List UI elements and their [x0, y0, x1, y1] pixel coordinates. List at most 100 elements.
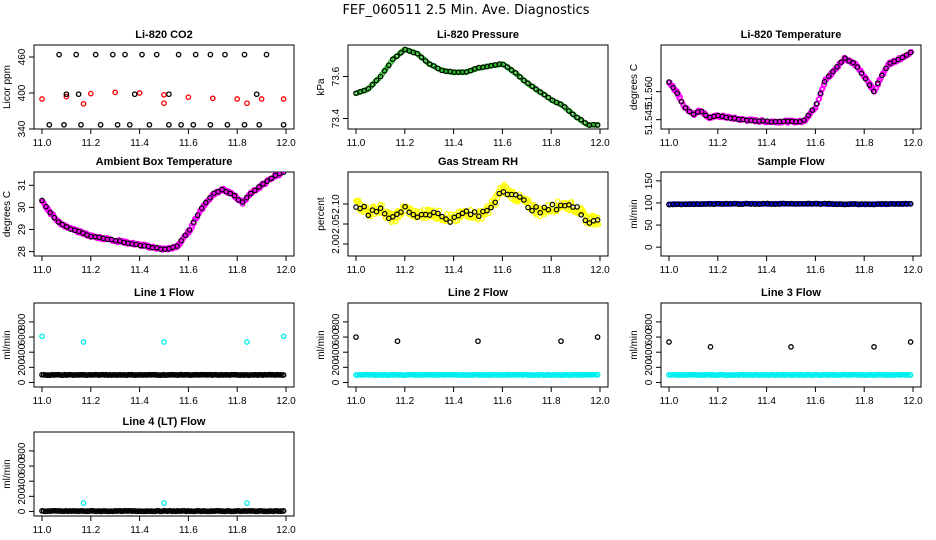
- x-tick-label: 11.4: [130, 396, 149, 407]
- y-axis-label: ml/min: [316, 330, 327, 359]
- data-point: [114, 121, 121, 128]
- x-tick-label: 11.0: [33, 138, 52, 149]
- data-point: [907, 201, 914, 207]
- data-point: [500, 61, 507, 68]
- x-tick-label: 11.2: [81, 265, 100, 276]
- data-point: [402, 203, 408, 210]
- data-point: [253, 91, 260, 98]
- data-point: [185, 94, 192, 101]
- data-point: [235, 197, 242, 203]
- panel-title: Line 2 Flow: [448, 287, 508, 299]
- data-point: [192, 51, 199, 58]
- data-point: [431, 207, 438, 214]
- data-point: [907, 49, 914, 56]
- data-point: [570, 111, 576, 118]
- series-line-4-spikes: [80, 500, 250, 506]
- data-marks: [353, 334, 601, 378]
- data-point: [92, 51, 99, 58]
- y-axis-label: ml/min: [629, 330, 640, 359]
- x-tick-label: 11.0: [33, 525, 52, 536]
- panel-title: Line 3 Flow: [761, 287, 821, 299]
- data-point: [146, 121, 153, 128]
- panel-title: Ambient Box Temperature: [96, 156, 233, 168]
- series-overlay: [353, 189, 601, 226]
- data-point: [422, 58, 429, 64]
- data-point: [178, 121, 184, 128]
- y-tick-label: 150: [644, 172, 655, 189]
- data-point: [63, 91, 70, 98]
- plot-frame: [660, 171, 922, 257]
- x-tick-label: 11.2: [81, 396, 100, 407]
- data-point: [281, 172, 287, 174]
- data-point: [479, 216, 485, 222]
- x-tick-label: 11.8: [228, 265, 247, 276]
- data-point: [471, 209, 478, 215]
- data-point: [862, 76, 869, 82]
- data-point: [385, 62, 392, 69]
- x-tick-label: 12.0: [590, 138, 610, 149]
- data-point: [492, 199, 499, 206]
- y-tick-label: 2.10: [331, 194, 342, 214]
- data-point: [373, 208, 380, 215]
- x-tick-label: 11.8: [542, 138, 561, 149]
- data-point: [256, 121, 263, 128]
- y-tick-label: 30: [17, 201, 28, 213]
- panel-title: Gas Stream RH: [438, 156, 518, 168]
- y-tick-label: 800: [644, 313, 655, 330]
- data-point: [97, 121, 104, 128]
- x-tick-label: 11.4: [444, 138, 463, 149]
- data-point: [682, 105, 689, 111]
- plot-frame: [660, 302, 922, 388]
- data-point: [252, 187, 258, 194]
- data-point: [678, 98, 685, 105]
- data-point: [73, 51, 80, 58]
- plot-frame: [347, 44, 609, 130]
- x-tick-label: 11.2: [395, 138, 414, 149]
- data-point: [174, 243, 180, 249]
- data-point: [529, 83, 535, 90]
- y-tick-label: 400: [644, 343, 655, 360]
- data-point: [219, 186, 225, 193]
- x-tick-label: 11.2: [708, 265, 727, 276]
- data-point: [398, 209, 404, 215]
- y-axis-label: Licor ppm: [2, 65, 13, 109]
- y-tick-label: 51.560: [644, 76, 655, 107]
- data-point: [178, 237, 185, 244]
- data-point: [874, 80, 881, 86]
- data-point: [112, 89, 119, 96]
- data-point: [883, 65, 889, 72]
- data-point: [410, 211, 417, 218]
- data-point: [389, 56, 396, 63]
- x-tick-label: 11.2: [395, 396, 414, 407]
- x-tick-label: 11.2: [708, 396, 727, 407]
- x-tick-label: 11.8: [228, 396, 247, 407]
- data-point: [521, 77, 527, 84]
- data-point: [504, 64, 511, 70]
- data-marks: [39, 333, 287, 378]
- data-point: [222, 51, 228, 58]
- chart-panel-7: Line 1 Flow ml/min 11.0 11.2 11.4 11.6 11.8 12.…: [2, 287, 296, 407]
- data-point: [59, 221, 66, 228]
- x-tick-label: 11.6: [179, 138, 198, 149]
- x-tick-label: 11.0: [660, 138, 679, 149]
- data-point: [161, 500, 167, 506]
- x-tick-label: 12.0: [590, 265, 610, 276]
- y-tick-label: 0: [644, 379, 655, 385]
- x-tick-label: 11.8: [855, 138, 874, 149]
- data-point: [545, 94, 552, 101]
- data-point: [516, 194, 523, 200]
- x-tick-label: 11.2: [81, 138, 100, 149]
- data-point: [492, 202, 499, 208]
- data-point: [280, 372, 287, 378]
- data-point: [239, 199, 246, 205]
- data-point: [436, 207, 443, 214]
- data-point: [369, 81, 376, 88]
- data-point: [194, 212, 201, 219]
- data-point: [558, 338, 564, 345]
- data-point: [109, 51, 116, 58]
- y-axis-label: degrees C: [629, 64, 640, 110]
- data-point: [698, 108, 705, 115]
- data-point: [907, 339, 914, 345]
- data-point: [467, 211, 474, 218]
- x-tick-label: 11.4: [130, 138, 149, 149]
